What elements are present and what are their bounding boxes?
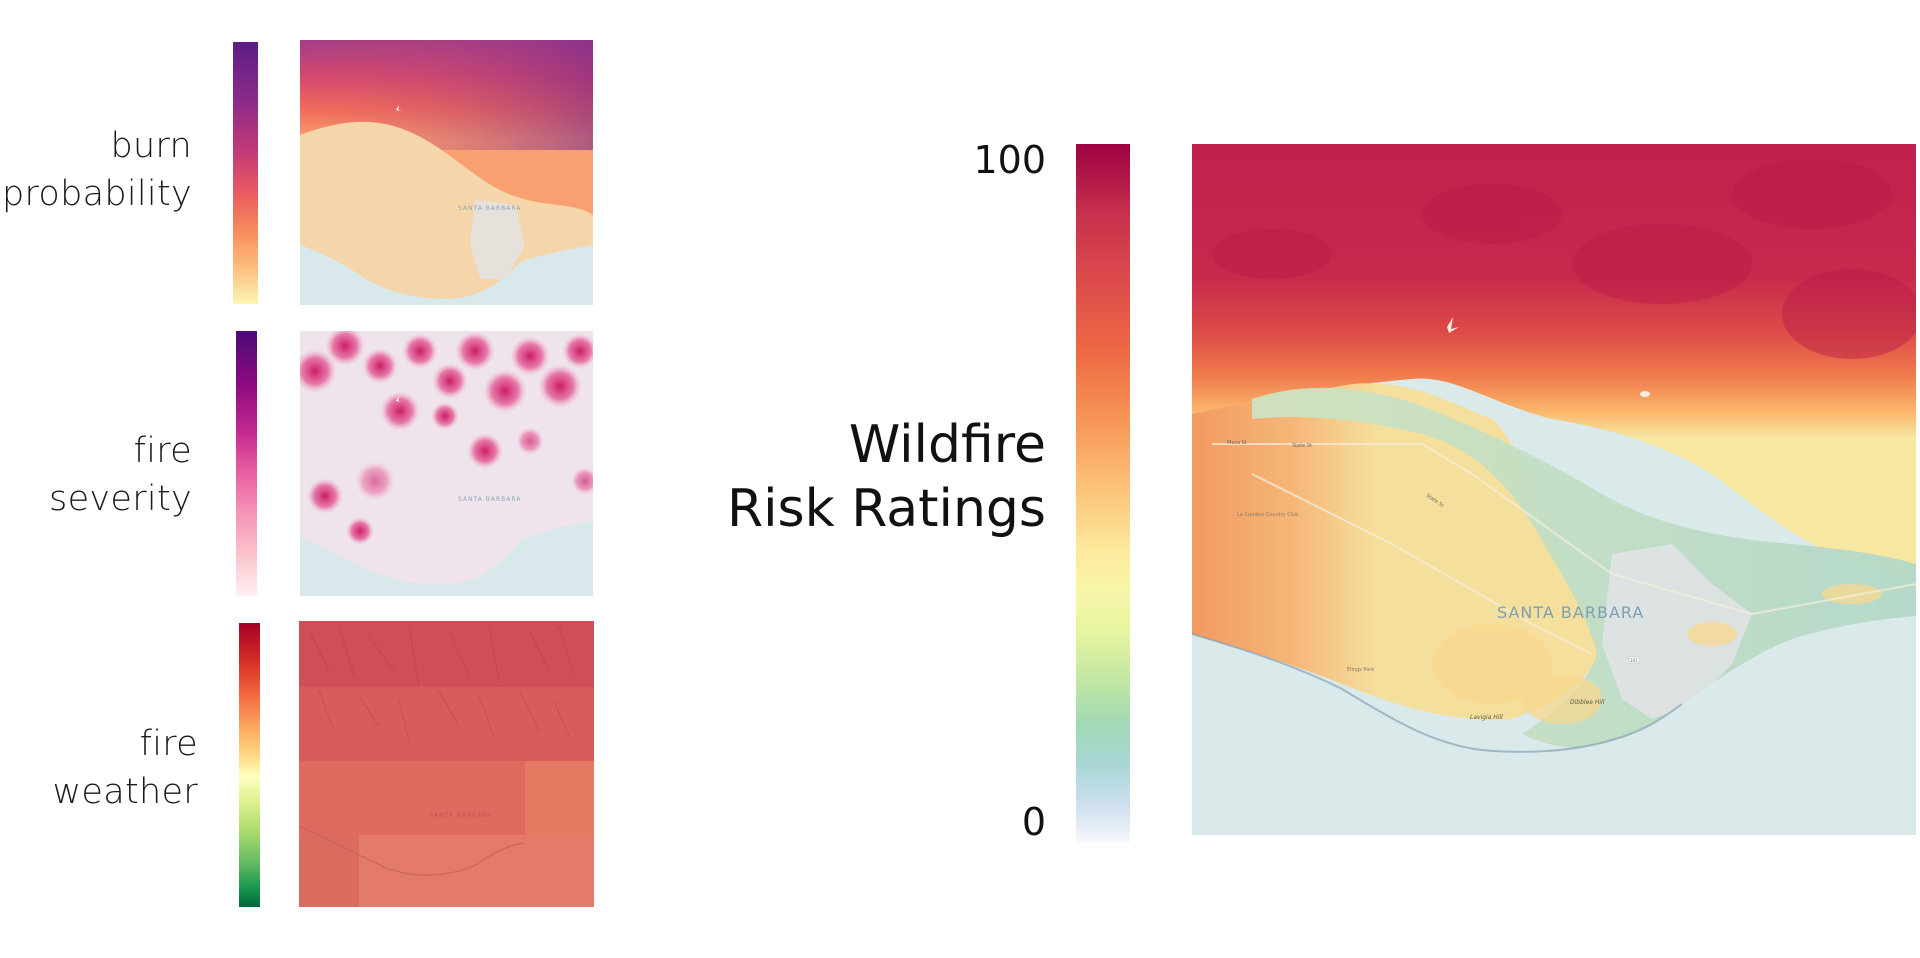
wildfire-risk-map: SANTA BARBARA State St State St Mesa St … (1192, 144, 1916, 835)
burn-probability-label: burn probability (2, 122, 192, 218)
map-city-label: SANTA BARBARA (429, 812, 492, 819)
title-line: Risk Ratings (726, 479, 1046, 539)
map-city-label: SANTA BARBARA (458, 205, 521, 212)
map-city-label: SANTA BARBARA (458, 496, 521, 503)
label-line: weather (52, 772, 198, 812)
label-line: burn (110, 126, 192, 166)
fire-weather-colorbar (239, 623, 260, 907)
burn-probability-map: SANTA BARBARA (300, 40, 593, 305)
wildfire-risk-title: Wildfire Risk Ratings (727, 413, 1046, 541)
fire-severity-map: SANTA BARBARA (300, 331, 593, 596)
risk-rating-colorbar (1076, 144, 1130, 842)
title-line: Wildfire (848, 415, 1046, 475)
street-label: State St (1292, 443, 1312, 449)
scale-max-label: 100 (973, 138, 1046, 182)
street-label: Mesa St (1227, 440, 1247, 446)
place-label: Dibblee Hill (1570, 699, 1605, 706)
label-line: probability (1, 174, 192, 214)
label-line: severity (49, 479, 192, 519)
map-city-label: SANTA BARBARA (1497, 603, 1644, 622)
place-label: Elings Park (1347, 667, 1374, 673)
fire-severity-colorbar (236, 331, 257, 596)
scale-min-label: 0 (1021, 800, 1046, 844)
highway-shield: 101 (1628, 656, 1640, 664)
burn-probability-colorbar (233, 42, 258, 304)
label-line: fire (139, 724, 198, 764)
place-label: La Cumbre Country Club (1237, 512, 1298, 518)
highway-number: 101 (1630, 658, 1638, 663)
fire-weather-map: SANTA BARBARA (299, 621, 594, 907)
place-label: Lavigia Hill (1470, 714, 1503, 721)
fire-weather-label: fire weather (52, 720, 198, 816)
label-line: fire (133, 431, 192, 471)
fire-severity-label: fire severity (49, 427, 192, 523)
